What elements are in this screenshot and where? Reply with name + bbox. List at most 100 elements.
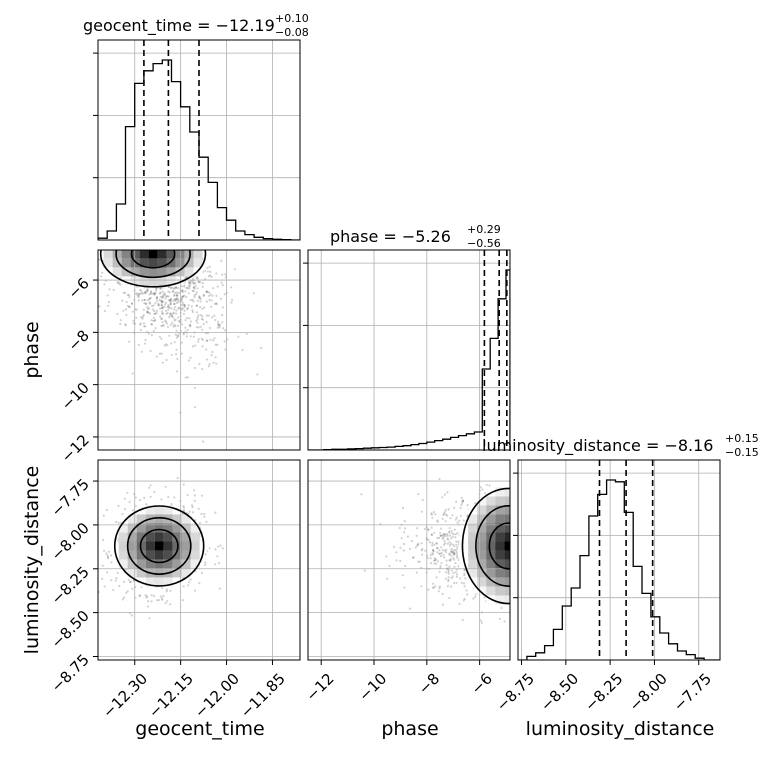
sample-point <box>450 554 453 557</box>
sample-point <box>444 542 447 545</box>
sample-point <box>167 305 170 308</box>
sample-point <box>161 307 164 310</box>
sample-point <box>154 318 157 321</box>
ytick-label-luminosity-distance-1: −8.50 <box>48 607 93 652</box>
sample-point <box>415 534 418 538</box>
sample-point <box>208 363 211 366</box>
sample-point <box>191 505 194 509</box>
sample-point <box>127 578 130 581</box>
sample-point <box>166 344 169 347</box>
xtick-label-luminosity-distance-0: −8.75 <box>493 670 538 715</box>
density-cell <box>495 514 505 524</box>
sample-point <box>449 558 453 561</box>
density-cell <box>154 559 164 569</box>
density-cell <box>477 523 487 533</box>
density-cell <box>190 550 200 560</box>
phase-vs-luminosity-distance-contour-2 <box>461 487 510 605</box>
sample-point <box>205 339 208 342</box>
sample-point <box>181 301 184 304</box>
sample-point <box>455 543 458 547</box>
sample-point <box>360 493 363 496</box>
geocent-time-vs-phase-density <box>98 240 212 286</box>
sample-point <box>404 564 407 568</box>
sample-point <box>145 302 148 305</box>
sample-point <box>180 285 184 288</box>
sample-point <box>212 361 215 364</box>
density-cell <box>495 541 505 551</box>
sample-point <box>439 565 442 568</box>
sample-point <box>139 323 142 326</box>
ytick-label-phase-1: −10 <box>58 379 93 414</box>
density-cell <box>193 250 203 259</box>
sample-point <box>474 593 477 596</box>
sample-point <box>173 294 176 297</box>
sample-point <box>145 503 148 506</box>
density-cell <box>504 523 510 533</box>
density-cell <box>145 541 155 551</box>
sample-point <box>438 587 441 590</box>
sample-point <box>157 304 160 307</box>
sample-point <box>160 304 163 307</box>
density-cell <box>154 577 164 587</box>
sample-point <box>443 539 446 543</box>
sample-point <box>432 510 435 514</box>
density-cell <box>181 514 191 524</box>
sample-point <box>185 296 188 299</box>
sample-point <box>430 533 433 536</box>
sample-point <box>402 549 405 552</box>
density-cell <box>112 258 122 268</box>
sample-point <box>208 294 211 297</box>
sample-point <box>123 580 126 584</box>
density-cell <box>104 240 113 249</box>
sample-point <box>194 293 198 296</box>
sample-point <box>195 291 198 294</box>
sample-point <box>191 282 195 285</box>
sample-point <box>204 561 207 564</box>
sample-point <box>181 289 184 292</box>
density-cell <box>163 550 173 560</box>
sample-point <box>203 306 206 309</box>
density-cell <box>522 487 531 496</box>
density-cell <box>477 586 487 596</box>
density-cell <box>477 568 487 578</box>
sample-point <box>177 307 180 310</box>
sample-point <box>455 516 458 519</box>
sample-point <box>447 572 450 575</box>
sample-point <box>463 574 466 577</box>
sample-point <box>454 533 457 536</box>
density-cell <box>163 577 173 587</box>
sample-point <box>189 280 192 283</box>
sample-point <box>175 336 178 339</box>
sample-point <box>193 499 196 502</box>
sample-point <box>430 513 433 516</box>
sample-point <box>216 343 219 346</box>
sample-point <box>171 321 174 324</box>
sample-point <box>107 300 110 304</box>
sample-point <box>145 288 149 291</box>
sample-point <box>177 297 180 301</box>
sample-point <box>200 571 203 575</box>
density-cell <box>549 523 558 532</box>
density-cell <box>158 240 167 249</box>
sample-point <box>167 290 170 293</box>
sample-point <box>192 300 195 303</box>
sample-point <box>184 319 187 322</box>
sample-point <box>219 544 222 547</box>
density-cell <box>468 514 478 524</box>
sample-point <box>154 302 157 305</box>
sample-point <box>202 294 205 297</box>
sample-point <box>180 341 183 344</box>
density-cell <box>504 595 510 605</box>
sample-point <box>158 352 161 355</box>
sample-point <box>442 513 445 517</box>
density-cell <box>531 577 540 586</box>
sample-point <box>181 289 184 292</box>
sample-point <box>95 265 97 267</box>
sample-point <box>205 290 208 293</box>
sample-point <box>191 309 194 312</box>
sample-point <box>200 512 203 516</box>
density-cell <box>98 250 104 259</box>
density-cell <box>181 550 191 560</box>
sample-point <box>447 576 450 579</box>
sample-point <box>148 298 151 301</box>
